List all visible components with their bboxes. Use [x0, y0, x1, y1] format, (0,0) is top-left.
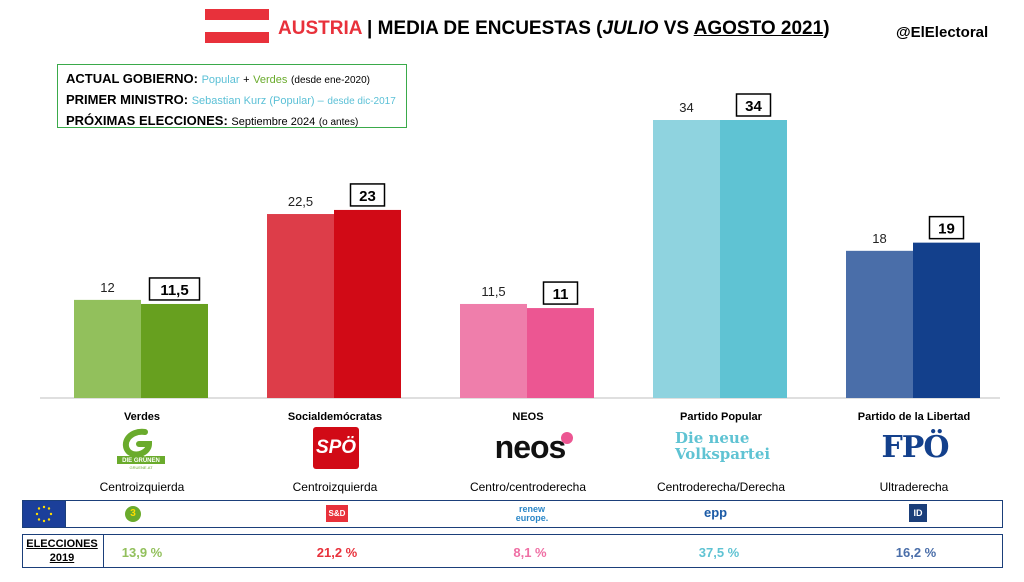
gov-party-popular: Popular [201, 74, 240, 86]
election-result-ovp: 37,5 % [698, 545, 740, 560]
elections-2019-row [22, 534, 1003, 568]
gov-label: ACTUAL GOBIERNO: [66, 71, 198, 86]
election-result-neos: 8,1 % [513, 545, 547, 560]
label-spo-julio: 22,5 [288, 194, 313, 209]
title-july: JULIO [602, 18, 659, 39]
label-neos-julio: 11,5 [481, 284, 505, 299]
label-verdes-agosto: 11,5 [160, 282, 188, 299]
austria-flag-middle-stripe [205, 20, 269, 32]
government-info-box: ACTUAL GOBIERNO: Popular + Verdes (desde… [57, 64, 407, 128]
label-box-spo-agosto [349, 183, 386, 207]
bar-neos-julio [460, 303, 527, 398]
elections-divider [103, 535, 104, 567]
ideology-spo: Centroizquierda [292, 480, 378, 494]
label-fpo-julio: 18 [872, 231, 886, 246]
next-election-value: Septiembre 2024 [231, 116, 316, 128]
bar-spo-agosto [334, 209, 401, 398]
label-ovp-julio: 34 [679, 100, 693, 115]
s-and-d-icon: S&D [326, 505, 348, 522]
ovp-logo-text: Die neue Volkspartei [675, 429, 771, 463]
country-name: AUSTRIA [278, 18, 362, 39]
gov-since: (desde ene-2020) [291, 75, 370, 86]
party-name-verdes: Verdes [123, 411, 161, 423]
label-ovp-agosto: 34 [745, 98, 762, 115]
bar-fpo-agosto [913, 242, 980, 398]
label-box-ovp-agosto [735, 93, 772, 117]
ideology-verdes: Centroizquierda [99, 480, 185, 494]
ovp-logo: Die neue Volkspartei [675, 429, 771, 470]
election-result-verdes: 13,9 % [121, 545, 163, 560]
eu-group-row [22, 500, 1003, 528]
title-prefix: MEDIA DE ENCUESTAS ( [377, 18, 603, 39]
id-group-icon: ID [909, 504, 927, 522]
gov-plus: + [243, 74, 250, 86]
party-name-spo: Socialdemócratas [287, 411, 383, 423]
epp-icon: epp [704, 505, 728, 520]
bar-fpo-julio [846, 250, 913, 398]
bar-ovp-agosto [720, 120, 787, 398]
gov-line: ACTUAL GOBIERNO: Popular + Verdes (desde… [66, 69, 398, 90]
bar-verdes-julio [74, 299, 141, 398]
ideology-neos: Centro/centroderecha [469, 480, 587, 494]
party-name-fpo: Partido de la Libertad [857, 411, 971, 423]
elections-2019-label: ELECCIONES 2019 [25, 537, 99, 565]
neos-logo-text: neos [494, 429, 567, 465]
label-spo-agosto: 23 [359, 188, 376, 205]
next-election-note: (o antes) [318, 117, 359, 128]
pm-label: PRIMER MINISTRO: [66, 92, 189, 107]
title-vs: VS [658, 18, 694, 39]
renew-europe-icon: renew europe. [515, 504, 549, 523]
label-neos-agosto: 11 [553, 286, 569, 303]
fpo-logo: FPÖ [877, 428, 953, 468]
next-election-label: PRÓXIMAS ELECCIONES: [66, 113, 228, 128]
die-gruenen-logo-text: DIE GRÜNEN [122, 457, 160, 464]
pm-since: desde dic-2017 [327, 96, 396, 107]
party-name-ovp: Partido Popular [680, 411, 762, 423]
twitter-handle: @ElElectoral [896, 24, 989, 41]
ideology-fpo: Ultraderecha [879, 480, 949, 494]
bar-spo-julio [267, 214, 334, 398]
greens-efa-icon: 3 [125, 506, 141, 522]
label-verdes-julio: 12 [100, 280, 114, 295]
bar-verdes-agosto [141, 303, 208, 398]
die-gruenen-logo-subtext: GRUENE.AT [129, 465, 153, 470]
next-election-line: PRÓXIMAS ELECCIONES: Septiembre 2024 (o … [66, 111, 398, 132]
label-fpo-agosto: 19 [938, 221, 955, 238]
spo-logo-text: SPÖ [315, 437, 357, 458]
ideology-ovp: Centroderecha/Derecha [656, 480, 786, 494]
elections-label-line1: ELECCIONES [26, 538, 98, 550]
label-box-neos-agosto [542, 281, 579, 305]
pm-line: PRIMER MINISTRO: Sebastian Kurz (Popular… [66, 90, 398, 111]
elections-label-line2: 2019 [49, 552, 75, 564]
party-name-neos: NEOS [512, 411, 544, 423]
title-august: AGOSTO 2021 [693, 18, 824, 39]
neos-logo: neos [483, 428, 577, 468]
neos-dot-icon [561, 432, 573, 444]
die-gruenen-logo: DIE GRÜNEN GRUENE.AT [115, 428, 167, 470]
pm-value: Sebastian Kurz (Popular) – [191, 95, 324, 107]
fpo-logo-text: FPÖ [881, 430, 950, 465]
label-box-verdes-agosto [148, 277, 201, 301]
greens-efa-label: 3 [130, 508, 136, 519]
bar-neos-agosto [527, 308, 594, 398]
eu-flag-icon [23, 501, 66, 527]
bar-ovp-julio [653, 120, 720, 398]
title-suffix: ) [823, 18, 830, 39]
page-title: AUSTRIA | MEDIA DE ENCUESTAS (JULIO VS A… [278, 18, 830, 39]
austria-flag-top-stripe [205, 9, 269, 20]
label-box-fpo-agosto [928, 215, 965, 240]
id-group-label: ID [913, 508, 923, 518]
spo-logo: SPÖ [313, 427, 359, 469]
austria-flag-bottom-stripe [205, 32, 269, 43]
election-result-fpo: 16,2 % [895, 545, 937, 560]
election-result-spo: 21,2 % [316, 545, 358, 560]
gov-party-verdes: Verdes [253, 74, 288, 86]
s-and-d-label: S&D [328, 509, 346, 518]
